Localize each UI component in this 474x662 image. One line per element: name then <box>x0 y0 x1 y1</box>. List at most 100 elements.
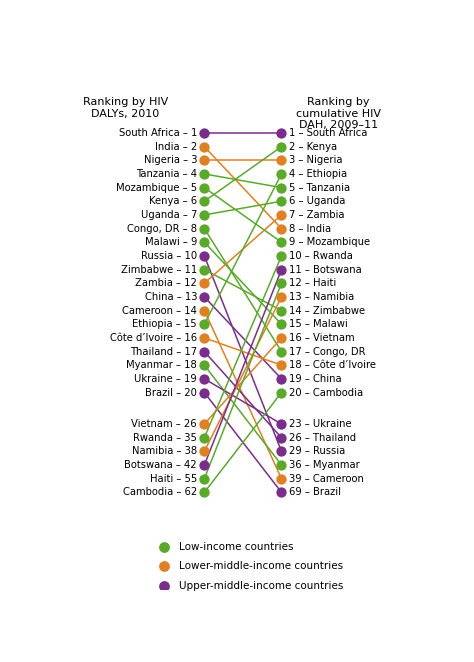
Point <box>278 319 285 330</box>
Point <box>201 155 208 166</box>
Point <box>201 169 208 179</box>
Point <box>201 319 208 330</box>
Point <box>201 210 208 220</box>
Point <box>201 237 208 248</box>
Point <box>201 446 208 457</box>
Point <box>278 419 285 430</box>
Point <box>278 155 285 166</box>
Point <box>278 446 285 457</box>
Text: 12 – Haiti: 12 – Haiti <box>289 278 336 288</box>
Point <box>201 332 208 343</box>
Point <box>160 542 168 552</box>
Point <box>201 373 208 384</box>
Text: Botswana – 42: Botswana – 42 <box>124 460 197 470</box>
Text: 19 – China: 19 – China <box>289 374 341 384</box>
Point <box>201 387 208 398</box>
Point <box>201 419 208 430</box>
Text: 8 – India: 8 – India <box>289 224 331 234</box>
Text: 20 – Cambodia: 20 – Cambodia <box>289 387 363 397</box>
Text: 26 – Thailand: 26 – Thailand <box>289 433 356 443</box>
Text: Lower-middle-income countries: Lower-middle-income countries <box>179 561 343 571</box>
Text: 3 – Nigeria: 3 – Nigeria <box>289 156 342 166</box>
Text: Cambodia – 62: Cambodia – 62 <box>123 487 197 497</box>
Point <box>278 305 285 316</box>
Text: Low-income countries: Low-income countries <box>179 542 293 552</box>
Text: 5 – Tanzania: 5 – Tanzania <box>289 183 350 193</box>
Text: 2 – Kenya: 2 – Kenya <box>289 142 337 152</box>
Point <box>278 291 285 302</box>
Point <box>201 278 208 289</box>
Point <box>278 432 285 443</box>
Text: 14 – Zimbabwe: 14 – Zimbabwe <box>289 306 365 316</box>
Point <box>278 360 285 371</box>
Point <box>201 141 208 152</box>
Point <box>278 459 285 470</box>
Point <box>201 346 208 357</box>
Text: 16 – Vietnam: 16 – Vietnam <box>289 333 355 343</box>
Text: 15 – Malawi: 15 – Malawi <box>289 319 347 329</box>
Point <box>201 196 208 207</box>
Text: 39 – Cameroon: 39 – Cameroon <box>289 474 364 484</box>
Text: 13 – Namibia: 13 – Namibia <box>289 292 354 302</box>
Point <box>278 141 285 152</box>
Point <box>201 182 208 193</box>
Point <box>278 332 285 343</box>
Text: 10 – Rwanda: 10 – Rwanda <box>289 251 353 261</box>
Text: 11 – Botswana: 11 – Botswana <box>289 265 362 275</box>
Text: India – 2: India – 2 <box>155 142 197 152</box>
Text: 69 – Brazil: 69 – Brazil <box>289 487 341 497</box>
Text: Namibia – 38: Namibia – 38 <box>132 446 197 456</box>
Text: Uganda – 7: Uganda – 7 <box>141 210 197 220</box>
Point <box>160 561 168 571</box>
Point <box>278 473 285 484</box>
Text: 36 – Myanmar: 36 – Myanmar <box>289 460 360 470</box>
Text: Nigeria – 3: Nigeria – 3 <box>144 156 197 166</box>
Point <box>201 223 208 234</box>
Text: China – 13: China – 13 <box>145 292 197 302</box>
Text: Myanmar – 18: Myanmar – 18 <box>126 360 197 370</box>
Point <box>278 346 285 357</box>
Text: Kenya – 6: Kenya – 6 <box>149 196 197 207</box>
Point <box>278 128 285 138</box>
Text: 4 – Ethiopia: 4 – Ethiopia <box>289 169 347 179</box>
Point <box>201 473 208 484</box>
Point <box>278 387 285 398</box>
Text: Upper-middle-income countries: Upper-middle-income countries <box>179 581 343 591</box>
Text: Malawi – 9: Malawi – 9 <box>145 237 197 247</box>
Point <box>278 278 285 289</box>
Text: 17 – Congo, DR: 17 – Congo, DR <box>289 346 365 357</box>
Text: Thailand – 17: Thailand – 17 <box>130 346 197 357</box>
Point <box>201 128 208 138</box>
Point <box>201 360 208 371</box>
Text: Rwanda – 35: Rwanda – 35 <box>133 433 197 443</box>
Point <box>278 373 285 384</box>
Point <box>201 487 208 498</box>
Point <box>201 459 208 470</box>
Text: 9 – Mozambique: 9 – Mozambique <box>289 237 370 247</box>
Point <box>160 581 168 591</box>
Text: Ukraine – 19: Ukraine – 19 <box>134 374 197 384</box>
Text: Russia – 10: Russia – 10 <box>141 251 197 261</box>
Point <box>278 264 285 275</box>
Point <box>278 196 285 207</box>
Point <box>201 264 208 275</box>
Text: Ranking by HIV
DALYs, 2010: Ranking by HIV DALYs, 2010 <box>83 97 168 119</box>
Text: Cameroon – 14: Cameroon – 14 <box>122 306 197 316</box>
Point <box>201 291 208 302</box>
Text: Ranking by
cumulative HIV
DAH, 2009–11: Ranking by cumulative HIV DAH, 2009–11 <box>296 97 381 130</box>
Text: 6 – Uganda: 6 – Uganda <box>289 196 345 207</box>
Text: Haiti – 55: Haiti – 55 <box>150 474 197 484</box>
Point <box>278 487 285 498</box>
Point <box>278 251 285 261</box>
Text: Ethiopia – 15: Ethiopia – 15 <box>132 319 197 329</box>
Point <box>278 210 285 220</box>
Point <box>278 223 285 234</box>
Text: 23 – Ukraine: 23 – Ukraine <box>289 419 351 429</box>
Point <box>278 237 285 248</box>
Text: Tanzania – 4: Tanzania – 4 <box>136 169 197 179</box>
Point <box>278 182 285 193</box>
Text: 18 – Côte d’Ivoire: 18 – Côte d’Ivoire <box>289 360 376 370</box>
Text: South Africa – 1: South Africa – 1 <box>118 128 197 138</box>
Text: Côte d’Ivoire – 16: Côte d’Ivoire – 16 <box>110 333 197 343</box>
Text: 29 – Russia: 29 – Russia <box>289 446 345 456</box>
